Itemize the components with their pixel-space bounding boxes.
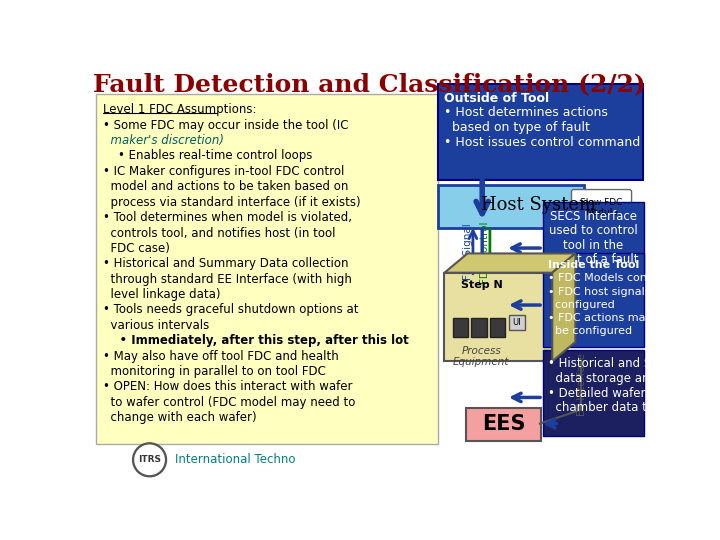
Text: level linkage data): level linkage data)	[102, 288, 220, 301]
FancyBboxPatch shape	[466, 408, 541, 441]
FancyBboxPatch shape	[444, 273, 552, 361]
Text: FDC case): FDC case)	[102, 242, 169, 255]
Text: data storage and analysis: data storage and analysis	[549, 372, 709, 385]
Text: FDC Control: FDC Control	[480, 221, 490, 284]
Polygon shape	[444, 253, 575, 273]
Text: Outside of Tool: Outside of Tool	[444, 92, 549, 105]
Text: • OPEN: How does this interact with wafer: • OPEN: How does this interact with wafe…	[102, 381, 352, 394]
Text: event of a fault: event of a fault	[548, 253, 639, 266]
Text: • Immediately, after this step, after this lot: • Immediately, after this step, after th…	[102, 334, 408, 347]
Text: • Historical and Summary Data collection: • Historical and Summary Data collection	[102, 257, 348, 271]
Text: • Host determines actions: • Host determines actions	[444, 106, 608, 119]
Text: UI: UI	[513, 318, 521, 327]
Text: ITRS: ITRS	[138, 455, 161, 464]
Text: change with each wafer): change with each wafer)	[102, 411, 256, 424]
Text: • Host issues control command: • Host issues control command	[444, 136, 641, 148]
Text: International Techno: International Techno	[175, 453, 295, 467]
Text: • Some FDC may occur inside the tool (IC: • Some FDC may occur inside the tool (IC	[102, 119, 348, 132]
Text: • IC Maker configures in-tool FDC control: • IC Maker configures in-tool FDC contro…	[102, 165, 344, 178]
FancyBboxPatch shape	[438, 84, 643, 179]
Text: FDC Signal: FDC Signal	[462, 223, 472, 280]
FancyBboxPatch shape	[453, 318, 468, 336]
Text: Host System: Host System	[482, 196, 597, 214]
Text: be configured: be configured	[549, 326, 633, 336]
Circle shape	[132, 443, 166, 477]
Text: Slow FDC
Module: Slow FDC Module	[580, 198, 623, 217]
Circle shape	[135, 445, 164, 475]
Text: based on type of fault: based on type of fault	[444, 121, 590, 134]
Text: configured: configured	[549, 300, 615, 309]
FancyBboxPatch shape	[509, 315, 525, 330]
Text: • FDC Models configured: • FDC Models configured	[549, 273, 687, 284]
Text: used to control: used to control	[549, 224, 637, 237]
FancyBboxPatch shape	[543, 202, 644, 273]
Text: Process
Equipment: Process Equipment	[453, 346, 510, 367]
Text: to wafer control (FDC model may need to: to wafer control (FDC model may need to	[102, 396, 355, 409]
Text: EE Interface: EE Interface	[577, 353, 588, 416]
Text: Inside the Tool: Inside the Tool	[549, 260, 639, 271]
Text: controls tool, and notifies host (in tool: controls tool, and notifies host (in too…	[102, 226, 335, 240]
Text: • Tools needs graceful shutdown options at: • Tools needs graceful shutdown options …	[102, 303, 358, 316]
Text: Fault Detection and Classification (2/2): Fault Detection and Classification (2/2)	[93, 72, 645, 96]
Text: EES: EES	[482, 414, 526, 434]
FancyBboxPatch shape	[572, 190, 631, 226]
Text: • Enables real-time control loops: • Enables real-time control loops	[102, 150, 312, 163]
FancyBboxPatch shape	[472, 318, 487, 336]
Text: • FDC host signals: • FDC host signals	[549, 287, 651, 296]
FancyBboxPatch shape	[96, 94, 438, 444]
FancyBboxPatch shape	[543, 350, 644, 436]
FancyBboxPatch shape	[543, 253, 644, 347]
Text: chamber data tracked: chamber data tracked	[549, 401, 687, 414]
Text: through standard EE Interface (with high: through standard EE Interface (with high	[102, 273, 351, 286]
Text: various intervals: various intervals	[102, 319, 209, 332]
Text: model and actions to be taken based on: model and actions to be taken based on	[102, 180, 348, 193]
Text: maker's discretion): maker's discretion)	[102, 134, 224, 147]
Text: process via standard interface (if it exists): process via standard interface (if it ex…	[102, 195, 360, 208]
Text: • Detailed wafer and: • Detailed wafer and	[549, 387, 672, 400]
Text: Step N: Step N	[461, 280, 503, 291]
Text: monitoring in parallel to on tool FDC: monitoring in parallel to on tool FDC	[102, 365, 325, 378]
Text: • May also have off tool FDC and health: • May also have off tool FDC and health	[102, 350, 338, 363]
Text: • FDC actions may also: • FDC actions may also	[549, 313, 678, 323]
Polygon shape	[552, 253, 575, 361]
FancyBboxPatch shape	[490, 318, 505, 336]
Text: Level 1 FDC Assumptions:: Level 1 FDC Assumptions:	[102, 103, 256, 116]
Text: • Tool determines when model is violated,: • Tool determines when model is violated…	[102, 211, 351, 224]
Text: SECS Interface: SECS Interface	[549, 210, 636, 222]
Text: • Historical and Summary: • Historical and Summary	[549, 357, 701, 370]
Text: tool in the: tool in the	[563, 239, 624, 252]
FancyBboxPatch shape	[438, 185, 584, 228]
